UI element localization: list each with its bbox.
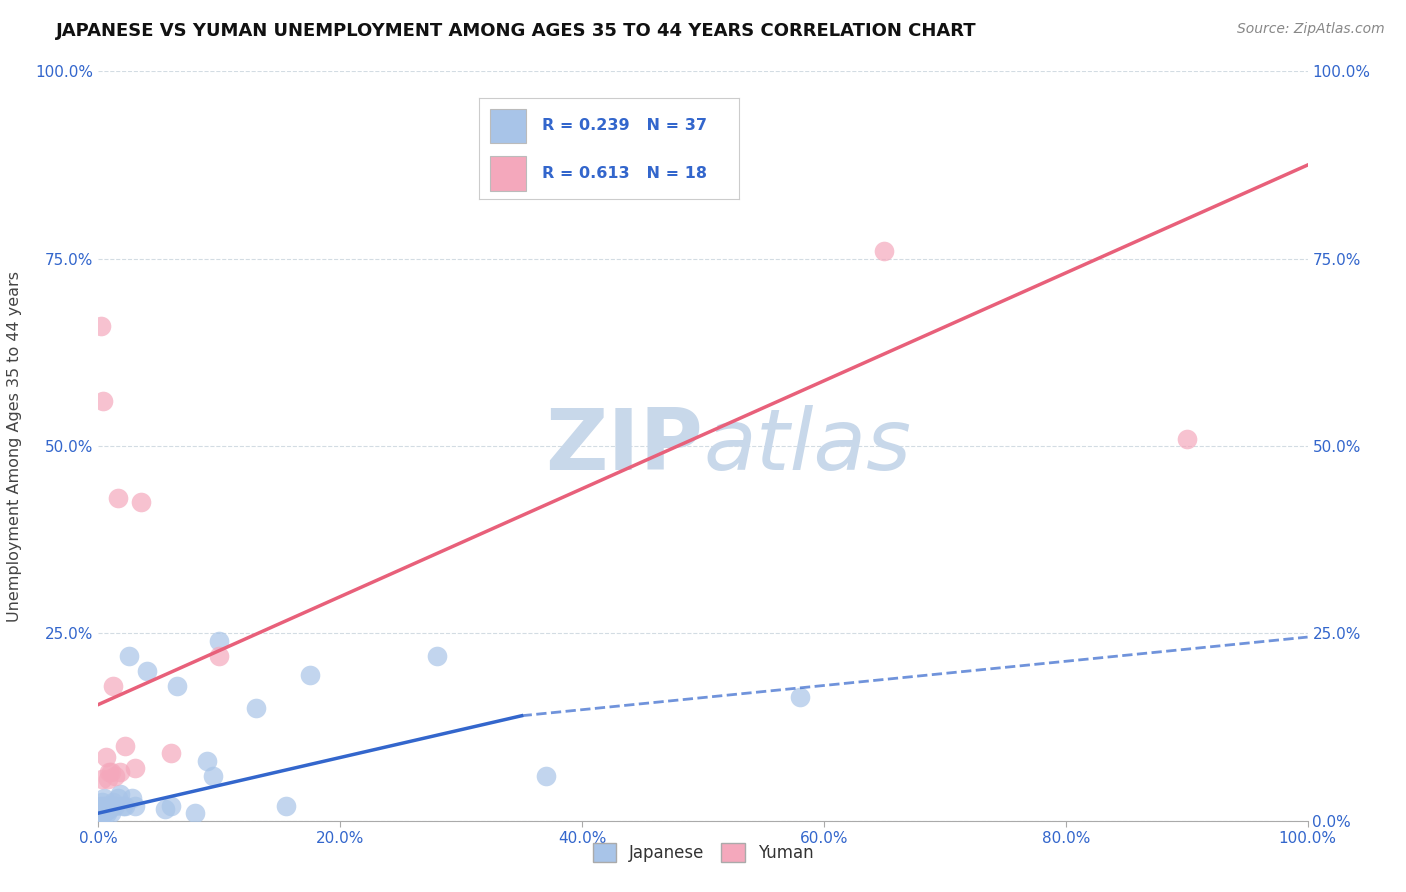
Point: [101, 795, 124, 809]
Text: Source: ZipAtlas.com: Source: ZipAtlas.com: [1237, 22, 1385, 37]
Point: [100, 798, 122, 813]
Point: [93, 791, 115, 805]
Point: [96, 806, 118, 821]
Point: [98, 764, 121, 779]
Point: [108, 788, 131, 802]
Text: atlas: atlas: [703, 404, 911, 488]
Point: [208, 648, 231, 663]
Point: [114, 798, 136, 813]
Point: [184, 806, 207, 821]
Point: [124, 798, 146, 813]
Point: [94, 750, 117, 764]
Point: [111, 798, 134, 813]
Point: [107, 491, 129, 506]
Point: [93, 806, 115, 821]
Point: [1175, 432, 1198, 446]
Point: [274, 798, 297, 813]
Text: JAPANESE VS YUMAN UNEMPLOYMENT AMONG AGES 35 TO 44 YEARS CORRELATION CHART: JAPANESE VS YUMAN UNEMPLOYMENT AMONG AGE…: [56, 22, 977, 40]
Point: [98, 802, 121, 816]
Point: [129, 495, 152, 509]
Point: [91, 394, 114, 409]
Point: [245, 701, 267, 715]
Point: [89, 798, 111, 813]
Point: [208, 633, 231, 648]
Point: [104, 798, 127, 813]
Point: [101, 679, 124, 693]
Point: [90, 806, 112, 821]
Point: [789, 690, 811, 704]
Point: [121, 791, 143, 805]
Point: [166, 679, 188, 693]
Point: [91, 795, 114, 809]
Point: [94, 798, 117, 813]
Y-axis label: Unemployment Among Ages 35 to 44 years: Unemployment Among Ages 35 to 44 years: [7, 270, 21, 622]
Point: [107, 791, 129, 805]
Point: [91, 772, 114, 787]
Point: [195, 754, 218, 768]
Point: [90, 319, 112, 334]
Text: ZIP: ZIP: [546, 404, 703, 488]
Point: [91, 806, 114, 821]
Point: [100, 764, 122, 779]
Point: [160, 798, 183, 813]
Point: [104, 769, 127, 783]
Point: [135, 664, 157, 678]
Point: [160, 746, 183, 760]
Point: [426, 648, 449, 663]
Point: [114, 739, 136, 753]
Point: [108, 764, 131, 779]
Point: [97, 772, 120, 787]
Point: [91, 798, 114, 813]
Point: [97, 802, 120, 816]
Point: [153, 802, 176, 816]
Legend: Japanese, Yuman: Japanese, Yuman: [586, 836, 820, 869]
Point: [299, 667, 322, 681]
Point: [202, 769, 225, 783]
Point: [118, 648, 141, 663]
Point: [100, 806, 122, 821]
Point: [873, 244, 896, 259]
Point: [91, 802, 114, 816]
Point: [124, 761, 146, 775]
Point: [534, 769, 557, 783]
